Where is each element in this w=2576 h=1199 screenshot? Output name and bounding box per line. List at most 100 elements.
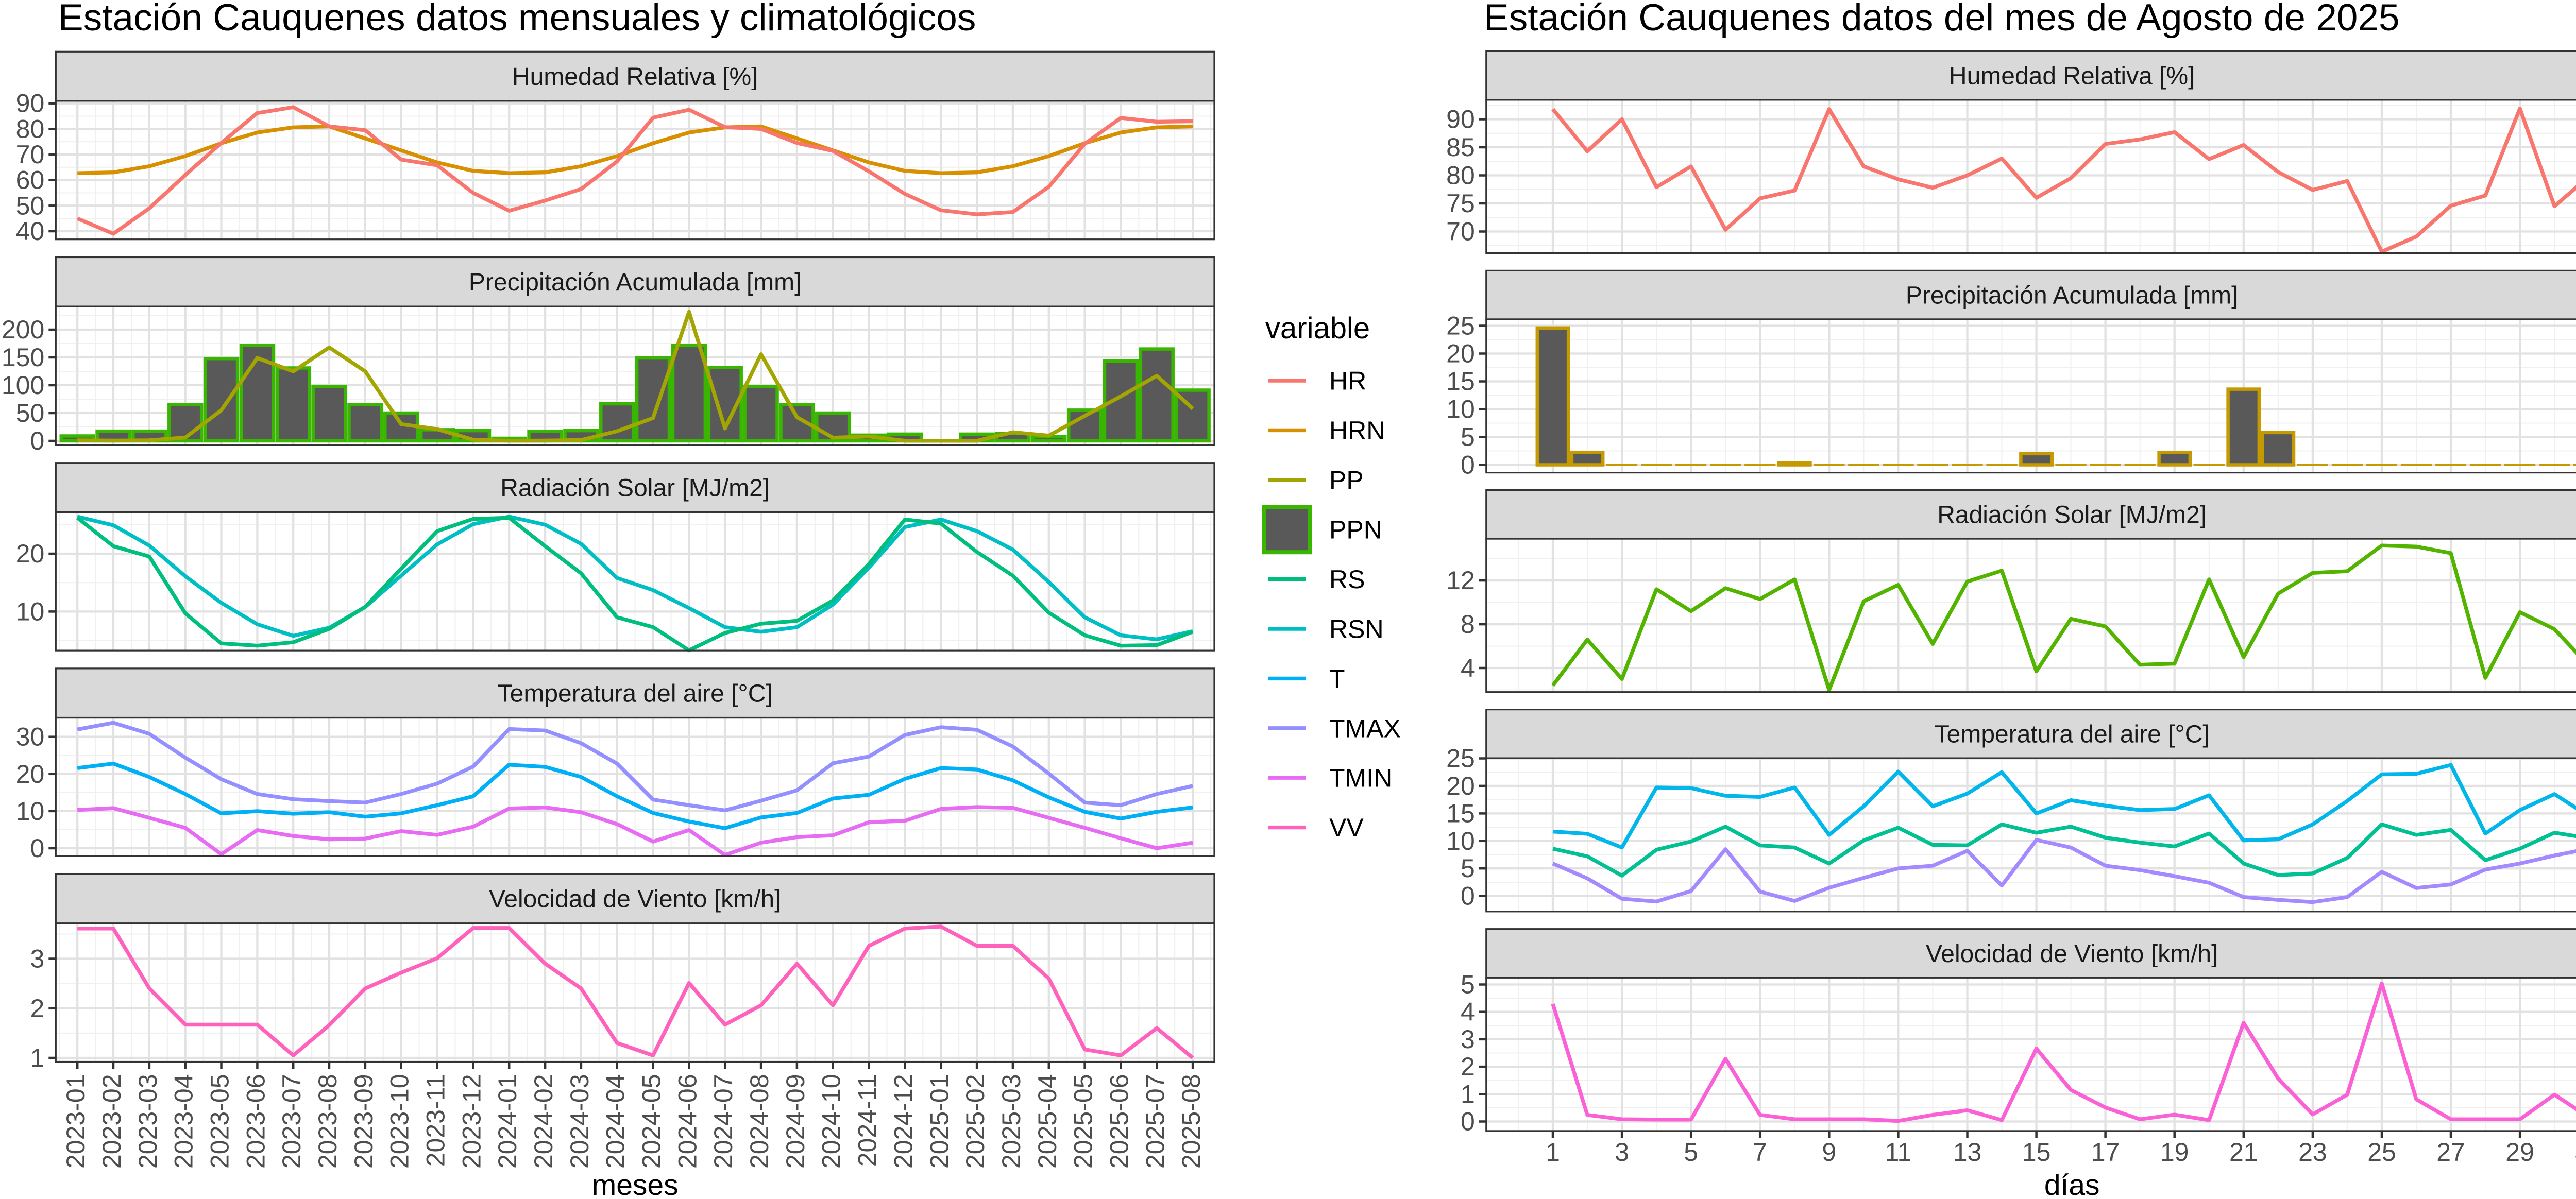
svg-text:2023-07: 2023-07 bbox=[277, 1074, 306, 1169]
svg-text:Humedad Relativa [%]: Humedad Relativa [%] bbox=[512, 63, 758, 91]
svg-text:2025-06: 2025-06 bbox=[1105, 1074, 1133, 1169]
svg-text:TMIN: TMIN bbox=[1329, 764, 1392, 793]
svg-text:3: 3 bbox=[30, 945, 44, 973]
svg-text:3: 3 bbox=[1461, 1025, 1475, 1054]
svg-text:2023-01: 2023-01 bbox=[61, 1074, 90, 1169]
svg-text:1: 1 bbox=[1461, 1080, 1475, 1108]
svg-text:9: 9 bbox=[1822, 1138, 1836, 1167]
svg-text:Velocidad de Viento [km/h]: Velocidad de Viento [km/h] bbox=[489, 886, 782, 913]
svg-text:10: 10 bbox=[16, 597, 45, 626]
svg-text:12: 12 bbox=[1446, 566, 1475, 595]
svg-text:2024-05: 2024-05 bbox=[637, 1074, 666, 1169]
svg-text:2025-01: 2025-01 bbox=[925, 1074, 954, 1169]
svg-text:2023-08: 2023-08 bbox=[313, 1074, 342, 1169]
svg-text:17: 17 bbox=[2091, 1138, 2120, 1167]
svg-text:2024-12: 2024-12 bbox=[889, 1074, 918, 1169]
svg-text:15: 15 bbox=[2022, 1138, 2051, 1167]
svg-text:Estación Cauquenes datos mensu: Estación Cauquenes datos mensuales y cli… bbox=[58, 0, 976, 39]
svg-text:variable: variable bbox=[1265, 312, 1370, 345]
svg-text:29: 29 bbox=[2505, 1138, 2534, 1167]
svg-text:HR: HR bbox=[1329, 367, 1366, 396]
svg-text:90: 90 bbox=[1446, 105, 1475, 134]
svg-text:8: 8 bbox=[1461, 610, 1475, 639]
svg-text:2024-09: 2024-09 bbox=[781, 1074, 810, 1169]
svg-text:TMAX: TMAX bbox=[1329, 714, 1401, 743]
svg-text:31: 31 bbox=[2574, 1138, 2576, 1167]
svg-text:2023-05: 2023-05 bbox=[206, 1074, 234, 1169]
svg-text:2024-04: 2024-04 bbox=[601, 1074, 630, 1169]
svg-text:T: T bbox=[1329, 664, 1345, 693]
svg-text:50: 50 bbox=[16, 399, 45, 427]
svg-text:10: 10 bbox=[1446, 827, 1475, 855]
svg-text:Estación Cauquenes datos del m: Estación Cauquenes datos del mes de Agos… bbox=[1484, 0, 2400, 39]
svg-text:25: 25 bbox=[2367, 1138, 2396, 1167]
svg-text:4: 4 bbox=[1461, 998, 1475, 1026]
svg-text:2024-03: 2024-03 bbox=[565, 1074, 594, 1169]
svg-text:2023-06: 2023-06 bbox=[241, 1074, 270, 1169]
svg-text:Precipitación Acumulada [mm]: Precipitación Acumulada [mm] bbox=[469, 269, 802, 296]
svg-text:2023-03: 2023-03 bbox=[133, 1074, 162, 1169]
svg-text:HRN: HRN bbox=[1329, 416, 1385, 445]
svg-text:3: 3 bbox=[1615, 1138, 1629, 1167]
svg-text:Radiación Solar [MJ/m2]: Radiación Solar [MJ/m2] bbox=[500, 474, 770, 502]
svg-text:10: 10 bbox=[1446, 395, 1475, 424]
svg-text:Precipitación Acumulada [mm]: Precipitación Acumulada [mm] bbox=[1906, 282, 2239, 309]
svg-text:100: 100 bbox=[2, 371, 44, 400]
svg-text:23: 23 bbox=[2298, 1138, 2327, 1167]
svg-text:20: 20 bbox=[16, 760, 45, 789]
svg-text:VV: VV bbox=[1329, 813, 1364, 842]
svg-text:13: 13 bbox=[1953, 1138, 1982, 1167]
svg-text:40: 40 bbox=[16, 217, 45, 246]
svg-text:15: 15 bbox=[1446, 799, 1475, 828]
svg-text:20: 20 bbox=[1446, 339, 1475, 368]
svg-text:Humedad Relativa [%]: Humedad Relativa [%] bbox=[1949, 62, 2195, 90]
svg-text:0: 0 bbox=[1461, 1107, 1475, 1136]
svg-text:meses: meses bbox=[592, 1169, 679, 1199]
svg-text:21: 21 bbox=[2229, 1138, 2258, 1167]
svg-text:200: 200 bbox=[2, 315, 44, 344]
svg-text:2023-09: 2023-09 bbox=[349, 1074, 378, 1169]
svg-text:0: 0 bbox=[30, 834, 44, 863]
svg-text:1: 1 bbox=[1546, 1138, 1560, 1167]
svg-text:0: 0 bbox=[1461, 451, 1475, 479]
svg-text:150: 150 bbox=[2, 343, 44, 372]
svg-text:30: 30 bbox=[16, 723, 45, 751]
svg-text:5: 5 bbox=[1684, 1138, 1698, 1167]
svg-text:15: 15 bbox=[1446, 367, 1475, 396]
svg-text:2024-02: 2024-02 bbox=[529, 1074, 558, 1169]
svg-text:80: 80 bbox=[1446, 161, 1475, 190]
svg-text:Radiación Solar [MJ/m2]: Radiación Solar [MJ/m2] bbox=[1937, 502, 2207, 529]
svg-text:PPN: PPN bbox=[1329, 516, 1382, 544]
svg-text:2023-12: 2023-12 bbox=[457, 1074, 486, 1169]
svg-text:RSN: RSN bbox=[1329, 615, 1384, 644]
svg-text:70: 70 bbox=[16, 140, 45, 169]
svg-text:2024-10: 2024-10 bbox=[817, 1074, 846, 1169]
svg-text:25: 25 bbox=[1446, 312, 1475, 340]
svg-text:Temperatura del aire [°C]: Temperatura del aire [°C] bbox=[498, 680, 773, 708]
svg-text:60: 60 bbox=[16, 166, 45, 195]
svg-text:días: días bbox=[2044, 1169, 2100, 1199]
svg-text:RS: RS bbox=[1329, 565, 1365, 594]
svg-text:4: 4 bbox=[1461, 654, 1475, 682]
svg-text:Velocidad de Viento [km/h]: Velocidad de Viento [km/h] bbox=[1926, 940, 2218, 968]
svg-text:11: 11 bbox=[1885, 1138, 1911, 1167]
svg-text:2023-04: 2023-04 bbox=[170, 1074, 198, 1169]
svg-text:2025-08: 2025-08 bbox=[1177, 1074, 1206, 1169]
svg-text:50: 50 bbox=[16, 191, 45, 220]
svg-text:7: 7 bbox=[1753, 1138, 1767, 1167]
svg-text:90: 90 bbox=[16, 89, 45, 118]
svg-text:0: 0 bbox=[1461, 882, 1475, 911]
svg-text:20: 20 bbox=[1446, 772, 1475, 800]
svg-text:2023-11: 2023-11 bbox=[421, 1074, 450, 1167]
svg-text:2024-01: 2024-01 bbox=[493, 1074, 522, 1169]
svg-text:80: 80 bbox=[16, 114, 45, 143]
svg-text:70: 70 bbox=[1446, 217, 1475, 246]
svg-text:19: 19 bbox=[2160, 1138, 2189, 1167]
svg-text:85: 85 bbox=[1446, 133, 1475, 162]
svg-text:Temperatura del aire [°C]: Temperatura del aire [°C] bbox=[1935, 721, 2210, 748]
svg-text:2025-05: 2025-05 bbox=[1069, 1074, 1098, 1169]
svg-text:27: 27 bbox=[2436, 1138, 2465, 1167]
svg-text:5: 5 bbox=[1461, 423, 1475, 452]
svg-text:2: 2 bbox=[30, 994, 44, 1023]
svg-text:20: 20 bbox=[16, 539, 45, 568]
